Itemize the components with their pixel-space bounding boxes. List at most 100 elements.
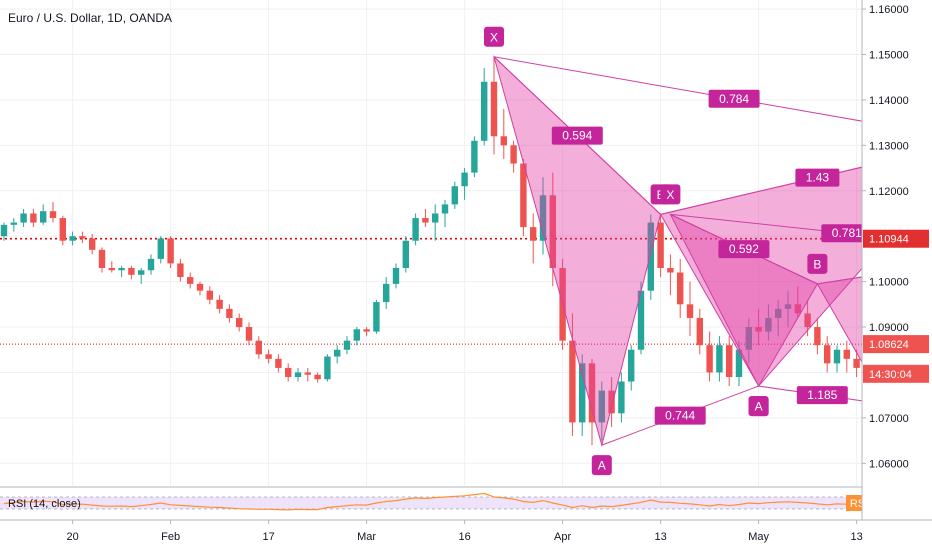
candle[interactable] [824, 345, 831, 364]
candle[interactable] [608, 390, 615, 414]
candle[interactable] [177, 263, 184, 278]
candle[interactable] [804, 313, 811, 328]
candle[interactable] [745, 327, 752, 350]
candle[interactable] [637, 290, 645, 350]
candle[interactable] [657, 222, 664, 268]
candle[interactable] [255, 340, 262, 355]
candle[interactable] [588, 363, 596, 423]
candle[interactable] [89, 238, 96, 250]
candle[interactable] [706, 345, 713, 373]
price-axis[interactable]: 1.160001.150001.140001.130001.120001.110… [861, 0, 932, 520]
candle[interactable] [696, 317, 703, 346]
candle[interactable] [402, 240, 409, 268]
candle[interactable] [530, 227, 537, 241]
candle[interactable] [422, 218, 429, 223]
candle[interactable] [520, 163, 527, 228]
candle[interactable] [833, 349, 841, 364]
candle[interactable] [471, 140, 478, 173]
candle[interactable] [236, 317, 243, 328]
candle[interactable] [686, 304, 694, 318]
candle[interactable] [647, 222, 654, 291]
candle[interactable] [510, 145, 517, 164]
candle[interactable] [40, 211, 47, 223]
candle[interactable] [569, 340, 576, 423]
candle[interactable] [383, 283, 390, 303]
candle[interactable] [441, 204, 449, 214]
candle[interactable] [549, 195, 556, 268]
candle[interactable] [765, 317, 772, 332]
candle[interactable] [314, 374, 321, 380]
candle[interactable] [373, 302, 380, 332]
candle[interactable] [490, 81, 498, 137]
pattern-point-label[interactable]: A [755, 400, 763, 414]
candle[interactable] [500, 136, 507, 146]
pattern-point-label[interactable]: X [666, 188, 674, 202]
candle[interactable] [775, 308, 782, 318]
candle[interactable] [363, 329, 370, 332]
ratio-label: 0.781 [832, 226, 862, 240]
candle[interactable] [726, 345, 733, 377]
candle[interactable] [677, 272, 684, 305]
candle[interactable] [196, 283, 204, 291]
candle[interactable] [735, 349, 743, 377]
candle[interactable] [579, 363, 586, 423]
candle[interactable] [167, 238, 174, 264]
price-tick-label: 1.12000 [869, 186, 909, 198]
candle[interactable] [481, 81, 488, 141]
candle[interactable] [667, 267, 674, 273]
candle[interactable] [79, 236, 86, 239]
candle[interactable] [755, 327, 762, 332]
candle[interactable] [294, 372, 302, 377]
candle[interactable] [128, 267, 135, 275]
candle[interactable] [412, 218, 419, 241]
candle[interactable] [334, 349, 341, 357]
candle[interactable] [226, 308, 233, 318]
candle[interactable] [147, 258, 155, 271]
candle[interactable] [432, 213, 439, 223]
candle[interactable] [245, 327, 253, 341]
candle[interactable] [59, 218, 66, 241]
candle[interactable] [265, 354, 272, 359]
candle[interactable] [628, 349, 635, 382]
candle[interactable] [853, 358, 860, 368]
candle[interactable] [108, 267, 115, 271]
candle[interactable] [784, 304, 792, 309]
pattern-point-label[interactable]: X [490, 30, 498, 44]
candle[interactable] [716, 345, 723, 373]
candle[interactable] [49, 211, 57, 219]
candle[interactable] [98, 249, 106, 268]
candle[interactable] [138, 270, 145, 275]
candle[interactable] [794, 304, 801, 314]
pattern-point-label[interactable]: B [813, 257, 821, 271]
chart-title: Euro / U.S. Dollar, 1D, OANDA [8, 11, 172, 25]
candle[interactable] [216, 299, 223, 309]
candle[interactable] [843, 349, 850, 359]
candle[interactable] [461, 172, 468, 187]
candle[interactable] [539, 195, 547, 241]
candle[interactable] [451, 186, 458, 205]
candle[interactable] [392, 267, 400, 284]
pattern-point-label[interactable]: A [598, 459, 606, 473]
candle[interactable] [20, 213, 27, 223]
candle[interactable] [69, 236, 76, 241]
candle[interactable] [353, 329, 360, 341]
candle[interactable] [598, 390, 605, 423]
rsi-line[interactable] [3, 492, 926, 511]
candle[interactable] [324, 356, 331, 380]
candle[interactable] [157, 238, 164, 259]
candle[interactable] [206, 290, 213, 300]
candle[interactable] [10, 222, 17, 225]
candle[interactable] [187, 277, 194, 284]
candle[interactable] [618, 381, 625, 414]
candle[interactable] [275, 358, 282, 368]
time-axis[interactable]: 20 Feb 17 Mar 16 Apr 13 May 13 [0, 519, 932, 550]
candle[interactable] [343, 340, 351, 350]
candle[interactable] [304, 372, 311, 375]
candle[interactable] [30, 213, 37, 223]
candle[interactable] [814, 327, 821, 346]
candle[interactable] [0, 224, 8, 237]
candle[interactable] [285, 367, 292, 377]
time-tick-label: 16 [458, 531, 470, 543]
candle[interactable] [118, 267, 125, 271]
